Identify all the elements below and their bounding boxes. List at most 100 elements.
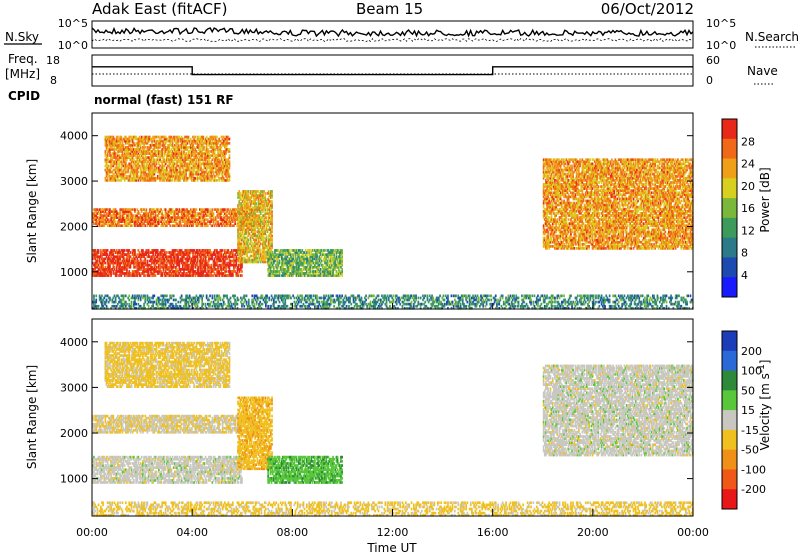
power-cell (107, 164, 110, 168)
power-cell (96, 255, 99, 259)
power-cell (115, 261, 118, 265)
power-cell (114, 255, 117, 259)
power-cell (102, 274, 104, 277)
power-cell (106, 268, 109, 271)
power-cell (208, 150, 210, 153)
power-cell (103, 272, 106, 275)
power-cell (111, 249, 114, 252)
power-cell (103, 253, 106, 256)
power-cell (110, 255, 112, 259)
power-cell (95, 272, 98, 275)
nave-tick-bottom: 0 (706, 74, 713, 87)
power-cell (119, 255, 121, 259)
power-cell (107, 272, 110, 275)
power-cell (119, 259, 121, 263)
power-cell (101, 257, 103, 261)
power-cell (96, 257, 99, 261)
power-cell (117, 255, 119, 259)
power-cell (122, 261, 125, 265)
power-cell (92, 255, 94, 259)
power-cell (113, 255, 116, 259)
power-cell (105, 274, 108, 277)
power-cell (122, 251, 125, 254)
power-cell (112, 270, 115, 273)
noise-search-trace (91, 37, 694, 42)
power-cell (105, 255, 108, 259)
power-cell (113, 257, 116, 261)
power-cell (119, 270, 121, 273)
power-cell (203, 146, 206, 149)
power-cell (112, 249, 115, 252)
power-cell (92, 261, 94, 265)
power-cell (211, 208, 214, 211)
power-cell (103, 249, 106, 252)
noise-left-top-tick: 10^5 (58, 17, 88, 30)
power-cell (112, 251, 115, 254)
nave-label: Nave (747, 64, 778, 78)
power-cell (180, 224, 183, 227)
power-cell (164, 208, 167, 211)
power-cell (106, 270, 109, 273)
power-cell (110, 261, 112, 265)
power-cell (112, 272, 115, 275)
freq-label: Freq. (8, 52, 38, 66)
power-cell (111, 261, 114, 265)
power-cell (103, 274, 106, 277)
power-cell (112, 257, 115, 261)
power-cell (100, 249, 102, 252)
power-cell (106, 261, 109, 265)
power-cell (228, 137, 231, 141)
station-title: Adak East (fitACF) (92, 0, 227, 18)
power-cell (265, 216, 268, 219)
power-cell (118, 274, 120, 277)
power-cell (100, 263, 102, 267)
power-cell (119, 251, 121, 254)
power-cell (111, 259, 114, 263)
power-cell (101, 251, 103, 254)
power-cell (97, 251, 100, 254)
power-cell (97, 268, 100, 271)
power-cell (119, 261, 121, 265)
power-cell (288, 249, 291, 252)
power-cell (123, 272, 126, 275)
power-heatmap (92, 135, 694, 310)
power-cell (122, 272, 125, 275)
power-cell (121, 253, 124, 256)
power-cell (207, 208, 209, 211)
power-cell (122, 257, 125, 261)
power-cell (115, 270, 118, 273)
power-cell (105, 270, 108, 273)
power-cell (118, 259, 120, 263)
power-cell (92, 249, 94, 252)
power-cell (144, 146, 147, 149)
power-cell (103, 251, 106, 254)
power-cell (145, 208, 148, 211)
power-cell (102, 268, 104, 271)
power-cell (93, 255, 95, 259)
power-cell (264, 192, 267, 195)
power-cell (109, 251, 111, 254)
power-cell (122, 265, 125, 269)
power-cell (106, 263, 109, 267)
power-cell (195, 208, 198, 211)
power-cell (97, 249, 100, 252)
power-cell (120, 265, 123, 269)
power-cell (118, 263, 120, 267)
power-cell (110, 259, 112, 263)
power-cell (93, 272, 95, 275)
power-cell (121, 265, 124, 269)
power-cell (103, 259, 106, 263)
power-cell (212, 212, 215, 215)
power-cell (115, 259, 118, 263)
power-cell (117, 251, 119, 254)
power-cell (93, 249, 95, 252)
power-cell (115, 257, 118, 261)
power-cell (96, 253, 99, 256)
freq-panel: Freq. [MHz] 18 8 60 0 Nave CPID normal (… (5, 52, 778, 107)
power-cell (110, 268, 112, 271)
power-cell (106, 249, 109, 252)
power-cell (115, 251, 118, 254)
power-cell (95, 265, 98, 269)
power-cell (154, 274, 157, 277)
